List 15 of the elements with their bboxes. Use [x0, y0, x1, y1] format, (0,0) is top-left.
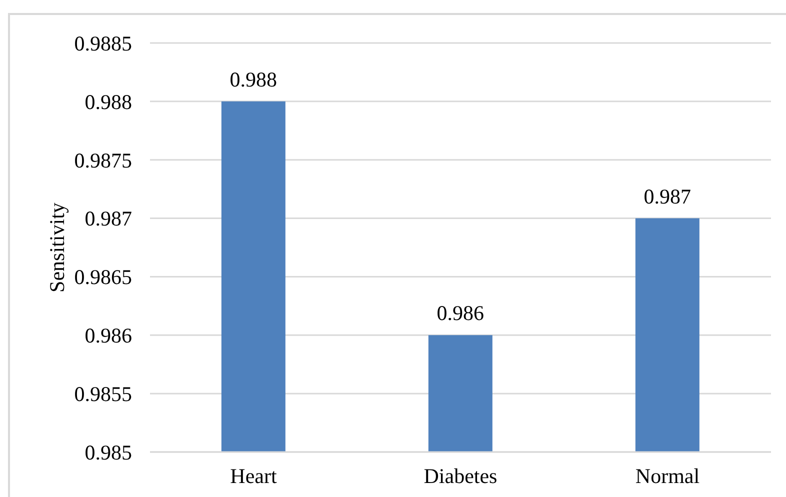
- y-axis-title: Sensitivity: [45, 202, 69, 292]
- data-label: 0.988: [230, 67, 278, 92]
- x-tick-label: Heart: [230, 464, 277, 488]
- data-label: 0.987: [644, 184, 692, 208]
- y-tick-label: 0.9855: [74, 382, 132, 406]
- y-tick-label: 0.986: [84, 324, 132, 348]
- y-tick-label: 0.9875: [74, 148, 132, 172]
- x-tick-label: Normal: [635, 464, 700, 488]
- y-tick-label: 0.9865: [74, 265, 132, 290]
- y-tick-label: 0.985: [84, 440, 132, 464]
- data-label: 0.986: [436, 301, 484, 326]
- x-tick-label: Diabetes: [424, 464, 498, 488]
- y-tick-label: 0.987: [84, 206, 132, 231]
- y-tick-label: 0.9885: [74, 31, 132, 56]
- y-tick-label: 0.988: [84, 90, 132, 114]
